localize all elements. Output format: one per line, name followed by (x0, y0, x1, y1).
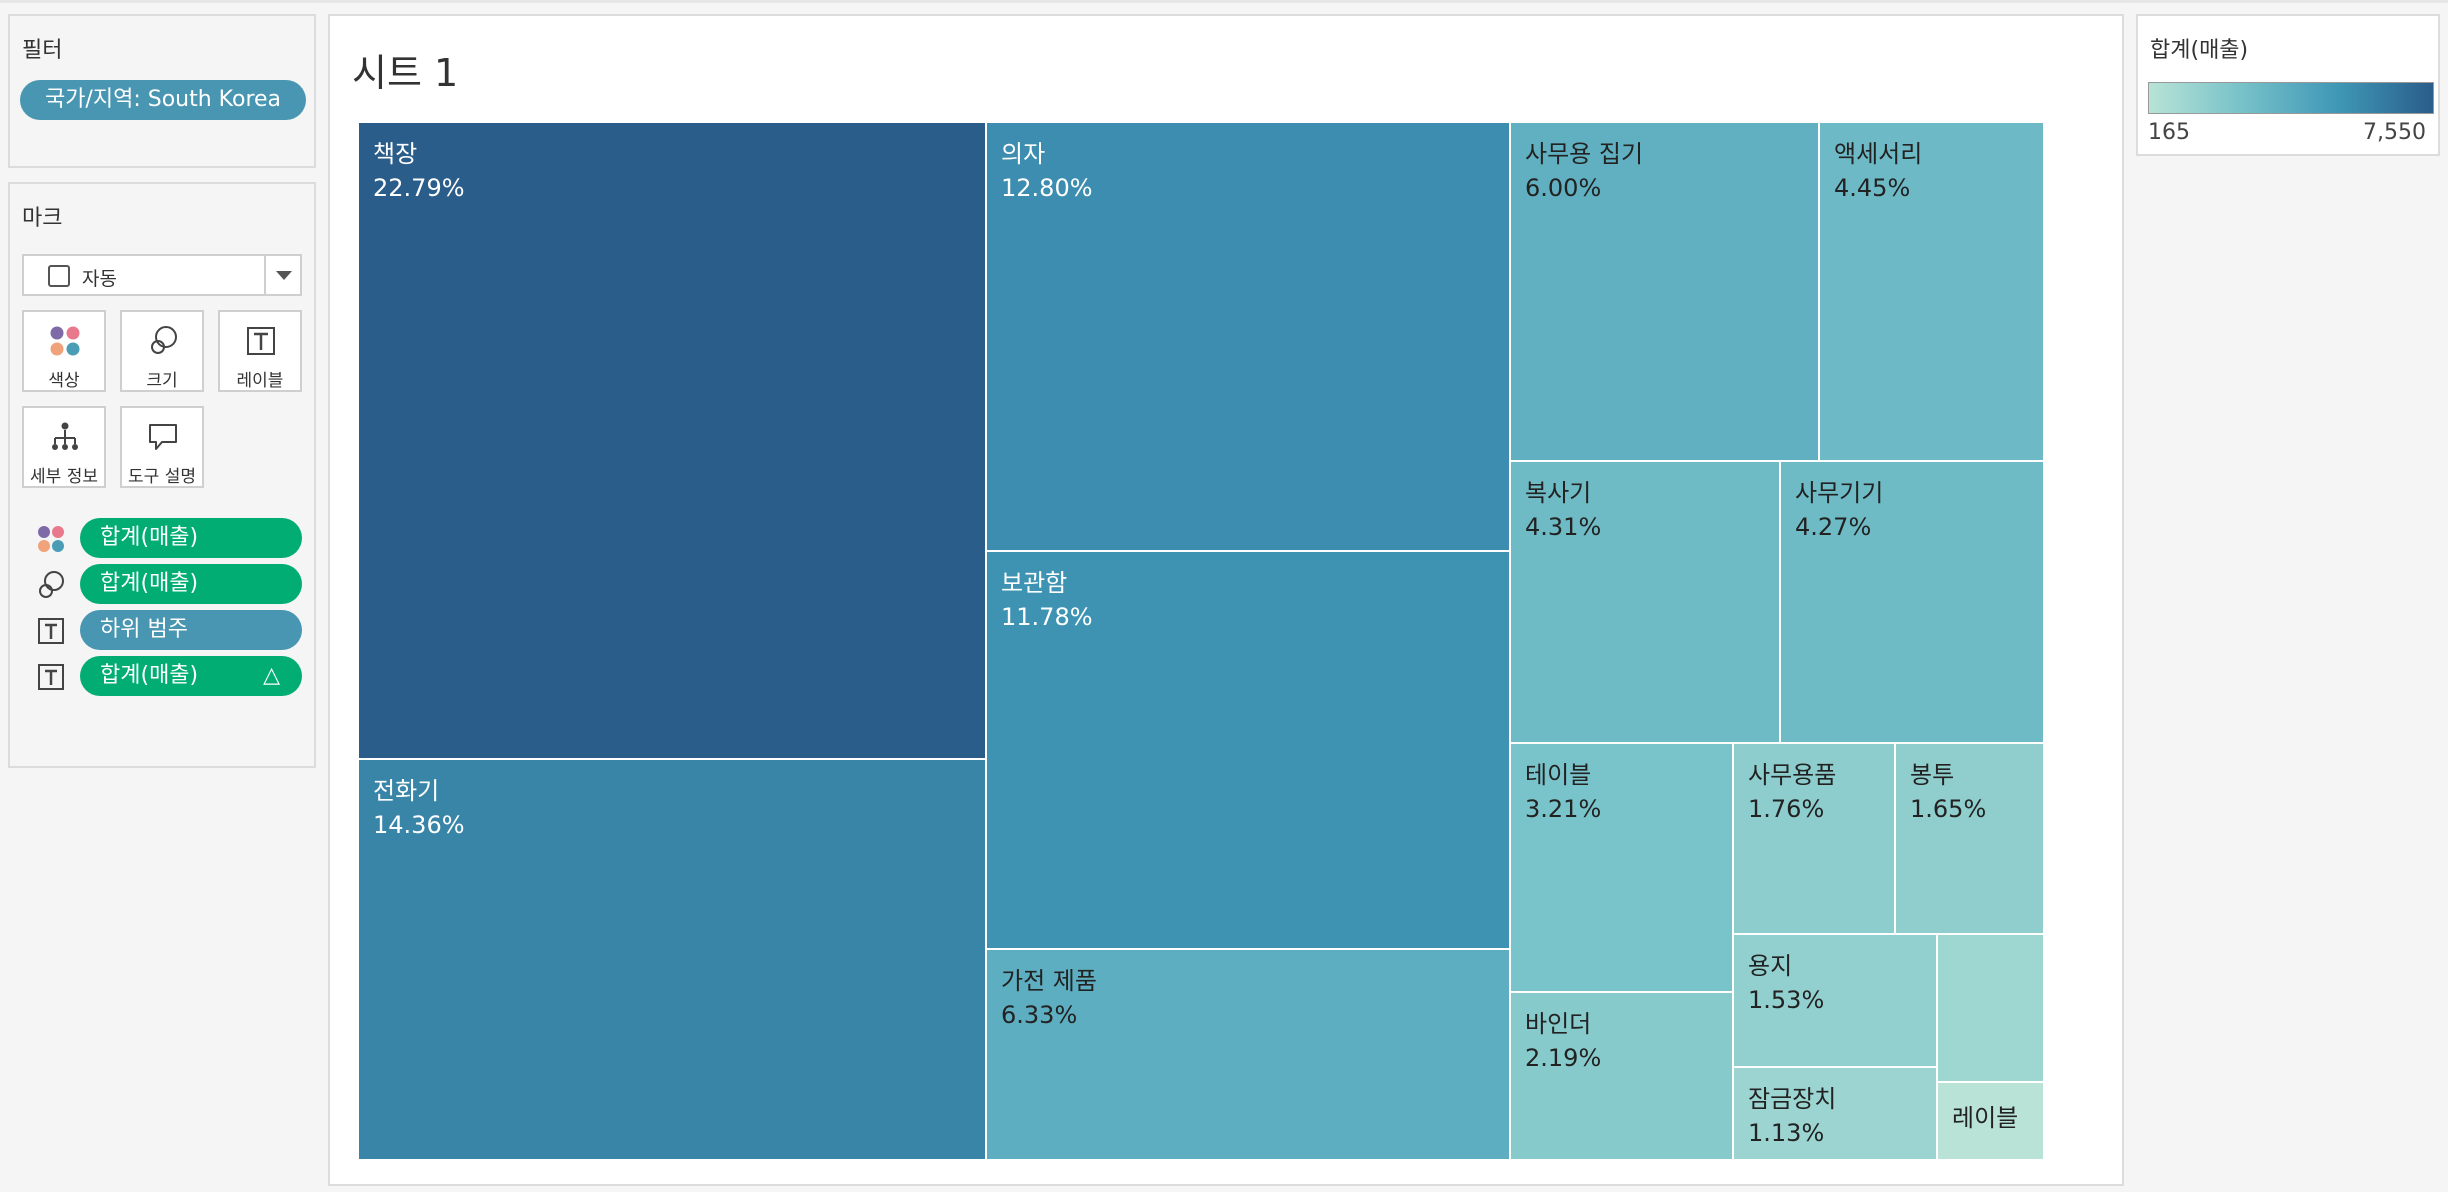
shelf-pill-sum-sales[interactable]: 합계(매출) (80, 564, 302, 604)
treemap-cell-label: 테이블 (1525, 761, 1592, 789)
treemap-cell[interactable]: 가전 제품 6.33% (986, 949, 1510, 1160)
treemap-cell-percent: 2.19% (1525, 1044, 1602, 1072)
shelf-pill-subcategory[interactable]: 하위 범주 (80, 610, 302, 650)
treemap-cell-label: 전화기 (373, 777, 440, 805)
size-button[interactable]: 크기 (120, 310, 204, 392)
treemap-cell-percent: 1.13% (1748, 1119, 1825, 1147)
treemap-cell[interactable]: 용지 1.53% (1733, 934, 1937, 1067)
treemap-cell[interactable]: 레이블 (1937, 1082, 2044, 1160)
legend-min: 165 (2148, 120, 2190, 145)
square-mark-icon (48, 265, 70, 287)
treemap-cell-label: 바인더 (1525, 1010, 1592, 1038)
shelf-row-color: 합계(매출) (36, 518, 306, 558)
label-button-label: 레이블 (236, 371, 284, 391)
treemap-cell[interactable]: 잠금장치 1.13% (1733, 1067, 1937, 1160)
treemap-cell-percent: 3.21% (1525, 795, 1602, 823)
filters-title: 필터 (22, 38, 63, 63)
treemap-cell[interactable]: 액세서리 4.45% (1819, 122, 2044, 461)
color-legend: 합계(매출) 165 7,550 (2136, 14, 2440, 156)
detail-button-label: 세부 정보 (30, 467, 98, 487)
treemap-cell-label: 사무기기 (1795, 479, 1884, 507)
label-icon (38, 618, 64, 644)
legend-gradient (2148, 82, 2434, 114)
tooltip-button-label: 도구 설명 (128, 467, 196, 487)
chevron-down-icon[interactable] (276, 271, 292, 280)
treemap-cell-label: 보관함 (1001, 569, 1068, 597)
treemap-cell[interactable]: 테이블 3.21% (1510, 743, 1733, 992)
shelf-row-label-2: 합계(매출) △ (36, 656, 306, 696)
treemap-cell-label: 사무용품 (1748, 761, 1837, 789)
treemap-cell[interactable]: 의자 12.80% (986, 122, 1510, 551)
treemap-chart: 책장 22.79% 전화기 14.36% 의자 12.80% 보관함 11.78% 가전 제품 6… (358, 122, 2044, 1160)
shelf-pill-label: 합계(매출) (100, 663, 199, 688)
sheet-title: 시트 1 (352, 51, 459, 95)
treemap-cell-label: 가전 제품 (1001, 967, 1097, 995)
treemap-cell[interactable] (1937, 934, 2044, 1082)
tooltip-button[interactable]: 도구 설명 (120, 406, 204, 488)
delta-icon: △ (263, 663, 280, 688)
detail-button[interactable]: 세부 정보 (22, 406, 106, 488)
label-button[interactable]: 레이블 (218, 310, 302, 392)
treemap-cell[interactable]: 사무용 집기 6.00% (1510, 122, 1819, 461)
treemap-cell-percent: 1.53% (1748, 986, 1825, 1014)
treemap-cell-label: 책장 (373, 140, 418, 168)
treemap-cell-percent: 4.45% (1834, 174, 1911, 202)
treemap-cell-percent: 22.79% (373, 174, 465, 202)
color-button-label: 색상 (48, 371, 80, 391)
treemap-cell-label: 의자 (1001, 140, 1046, 168)
treemap-cell-label: 레이블 (1952, 1104, 2019, 1132)
treemap-cell-percent: 4.27% (1795, 513, 1872, 541)
filter-pill-country[interactable]: 국가/지역: South Korea (20, 80, 306, 120)
mark-type-label: 자동 (82, 268, 117, 290)
treemap-cell-percent: 4.31% (1525, 513, 1602, 541)
treemap-cell[interactable]: 책장 22.79% (358, 122, 986, 759)
worksheet: 시트 1 책장 22.79% 전화기 14.36% 의자 12.80% 보관함 11.78% 가… (328, 14, 2124, 1186)
treemap-cell[interactable]: 봉투 1.65% (1895, 743, 2044, 934)
marks-title: 마크 (22, 206, 63, 231)
treemap-cell[interactable]: 사무기기 4.27% (1780, 461, 2044, 743)
size-icon (39, 571, 64, 598)
treemap-cell-label: 용지 (1748, 952, 1793, 980)
detail-icon (52, 422, 78, 450)
shelf-row-size: 합계(매출) (36, 564, 306, 604)
treemap-cell[interactable]: 전화기 14.36% (358, 759, 986, 1160)
treemap-cell-percent: 6.33% (1001, 1001, 1078, 1029)
treemap-cell-percent: 14.36% (373, 811, 465, 839)
treemap-cell-label: 복사기 (1525, 479, 1592, 507)
color-button[interactable]: 색상 (22, 310, 106, 392)
treemap-cell-percent: 1.76% (1748, 795, 1825, 823)
size-icon (151, 326, 177, 354)
treemap-cell-percent: 12.80% (1001, 174, 1093, 202)
treemap-cell[interactable]: 보관함 11.78% (986, 551, 1510, 949)
treemap-cell-label: 액세서리 (1834, 140, 1923, 168)
color-icon (50, 326, 80, 356)
mark-type-dropdown[interactable]: 자동 (22, 254, 302, 296)
treemap-cell[interactable]: 사무용품 1.76% (1733, 743, 1895, 934)
treemap-cell-percent: 1.65% (1910, 795, 1987, 823)
top-border (0, 0, 2448, 3)
treemap-cell[interactable]: 바인더 2.19% (1510, 992, 1733, 1160)
size-button-label: 크기 (146, 371, 178, 391)
shelf-pill-sum-sales-delta[interactable]: 합계(매출) △ (80, 656, 302, 696)
shelf-pill-sum-sales[interactable]: 합계(매출) (80, 518, 302, 558)
label-icon (38, 664, 64, 690)
filters-card: 필터 국가/지역: South Korea (8, 14, 316, 168)
treemap-cell-percent: 6.00% (1525, 174, 1602, 202)
treemap-cell-label: 봉투 (1910, 761, 1955, 789)
label-icon (247, 327, 275, 355)
legend-title: 합계(매출) (2150, 38, 2249, 63)
legend-max: 7,550 (2363, 120, 2426, 145)
treemap-cell-label: 사무용 집기 (1525, 140, 1644, 168)
dropdown-separator (264, 256, 266, 294)
treemap-cell[interactable]: 복사기 4.31% (1510, 461, 1780, 743)
color-icon (38, 526, 64, 552)
treemap-cell-label: 잠금장치 (1748, 1085, 1837, 1113)
shelf-row-label: 하위 범주 (36, 610, 306, 650)
marks-card: 마크 자동 색상 크기 레이블 (8, 182, 316, 768)
tooltip-icon (149, 424, 177, 450)
treemap-cell-percent: 11.78% (1001, 603, 1093, 631)
